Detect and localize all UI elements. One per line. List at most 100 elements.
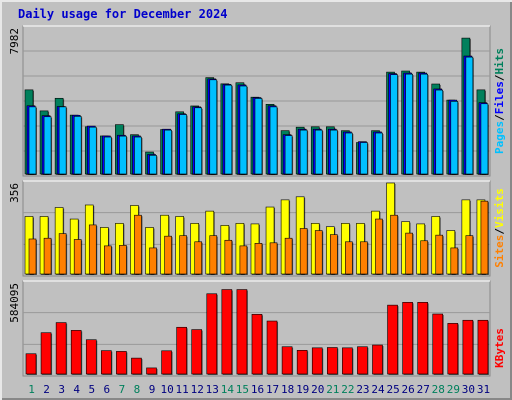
bar-kbytes (387, 304, 398, 375)
bar-pages (345, 132, 353, 175)
bar-sites (73, 239, 82, 275)
x-tick-label: 1 (28, 383, 35, 396)
x-tick-label: 14 (221, 383, 235, 396)
bar-pages (284, 135, 293, 175)
bar-kbytes (402, 302, 413, 375)
x-tick-label: 3 (58, 383, 65, 396)
bar-pages (209, 79, 218, 175)
bar-kbytes (477, 319, 489, 375)
bar-sites (58, 233, 67, 275)
legend-separator: / (493, 114, 506, 121)
bar-kbytes (146, 367, 157, 375)
bar-kbytes (266, 320, 278, 375)
bar-pages (450, 101, 459, 175)
x-tick-label: 10 (160, 383, 173, 396)
bar-pages (269, 106, 278, 175)
bar-pages (88, 126, 97, 175)
y-max-label-2: 356 (8, 183, 21, 203)
x-tick-label: 28 (432, 383, 445, 396)
bar-sites (88, 224, 97, 275)
bar-sites (104, 245, 112, 275)
bar-kbytes (221, 289, 233, 375)
bar-pages (194, 107, 203, 175)
bar-sites (149, 247, 157, 275)
x-tick-label: 18 (281, 383, 294, 396)
bar-sites (239, 245, 248, 275)
bar-pages (104, 136, 112, 175)
bar-sites (329, 234, 338, 275)
bar-kbytes (176, 326, 187, 375)
legend-entry-visits: Visits (493, 188, 506, 228)
x-tick-label: 2 (43, 383, 50, 396)
x-tick-label: 17 (266, 383, 279, 396)
bar-kbytes (85, 339, 97, 375)
bar-sites (284, 237, 293, 275)
bar-pages (28, 106, 37, 175)
bar-kbytes (161, 350, 172, 375)
bar-pages (119, 135, 127, 175)
legend-separator: / (493, 228, 506, 235)
bar-sites (390, 214, 398, 275)
x-tick-label: 16 (251, 383, 264, 396)
bar-pages (375, 132, 383, 175)
bar-sites (465, 235, 474, 275)
x-tick-label: 26 (402, 383, 415, 396)
x-tick-label: 13 (206, 383, 219, 396)
bar-kbytes (101, 350, 112, 375)
legend-separator: / (493, 74, 506, 81)
bar-kbytes (326, 347, 338, 375)
x-tick-label: 27 (417, 383, 430, 396)
bar-kbytes (372, 344, 383, 375)
bar-pages (164, 129, 172, 175)
legend-sites-visits: Sites/Visits (493, 188, 506, 268)
bar-pages (239, 85, 248, 175)
bar-pages (420, 73, 428, 175)
bar-pages (254, 98, 263, 175)
bar-sites (254, 243, 263, 275)
bar-sites (299, 228, 308, 275)
bar-kbytes (131, 357, 142, 375)
bar-pages (179, 114, 187, 175)
bar-kbytes (296, 350, 308, 375)
x-tick-label: 7 (119, 383, 126, 396)
y-max-label-1: 7982 (8, 28, 21, 55)
bar-kbytes (432, 313, 444, 375)
x-tick-label: 19 (296, 383, 309, 396)
bar-pages (405, 73, 413, 175)
bar-pages (480, 103, 489, 175)
bar-kbytes (417, 302, 428, 375)
bar-sites (224, 239, 233, 275)
bar-sites (194, 241, 203, 275)
bar-sites (450, 247, 459, 275)
bar-pages (73, 116, 82, 175)
bar-sites (209, 235, 218, 275)
x-tick-label: 12 (191, 383, 204, 396)
x-tick-label: 11 (176, 383, 189, 396)
x-tick-label: 21 (326, 383, 339, 396)
bar-pages (224, 84, 233, 175)
x-tick-label: 31 (477, 383, 490, 396)
bar-kbytes (236, 289, 248, 375)
bar-sites (420, 240, 428, 275)
bar-kbytes (40, 332, 52, 375)
bar-pages (149, 155, 157, 175)
bar-sites (28, 238, 37, 275)
bar-kbytes (116, 351, 127, 375)
bar-pages (314, 129, 323, 175)
bar-sites (164, 235, 172, 275)
bar-sites (179, 235, 187, 275)
bar-kbytes (462, 319, 474, 375)
x-tick-label: 22 (341, 383, 354, 396)
bar-sites (375, 218, 383, 275)
x-tick-label: 9 (149, 383, 156, 396)
bar-sites (435, 234, 444, 275)
legend-entry-hits: Hits (493, 48, 506, 75)
bar-kbytes (70, 330, 82, 375)
legend-entry-kbytes: KBytes (493, 328, 506, 368)
bar-kbytes (55, 322, 67, 375)
x-tick-label: 24 (371, 383, 385, 396)
bar-pages (465, 56, 474, 175)
x-tick-label: 20 (311, 383, 324, 396)
bar-kbytes (206, 293, 218, 375)
